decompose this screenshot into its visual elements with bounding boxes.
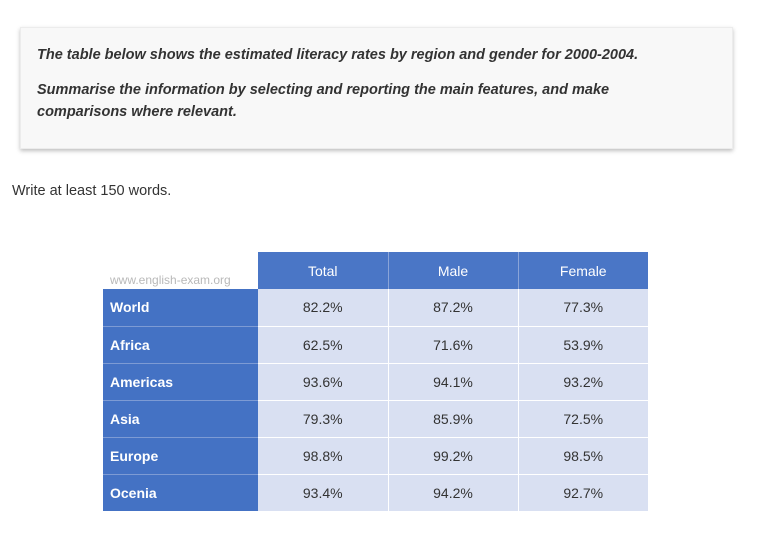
table-row: Ocenia 93.4% 94.2% 92.7%	[103, 474, 648, 511]
region-label: World	[103, 289, 258, 327]
table-row: Europe 98.8% 99.2% 98.5%	[103, 437, 648, 475]
word-count-instruction: Write at least 150 words.	[12, 183, 172, 199]
region-label: Ocenia	[103, 474, 258, 511]
table-cell-total: 62.5%	[258, 326, 389, 364]
table-cell-total: 82.2%	[258, 289, 389, 327]
task-description: The table below shows the estimated lite…	[37, 47, 639, 63]
table-cell-male: 94.2%	[388, 474, 519, 511]
region-label: Americas	[103, 363, 258, 401]
corner-cell	[103, 252, 258, 289]
literacy-table: Total Male Female World 82.2% 87.2% 77.3% Af…	[103, 252, 648, 511]
table-cell-total: 98.8%	[258, 437, 389, 475]
table-row: World 82.2% 87.2% 77.3%	[103, 289, 648, 327]
watermark: www.english-exam.org	[110, 273, 231, 287]
table-cell-female: 93.2%	[518, 363, 648, 401]
table-cell-female: 92.7%	[518, 474, 648, 511]
table-cell-male: 85.9%	[388, 400, 519, 438]
table-cell-female: 98.5%	[518, 437, 648, 475]
table-cell-total: 93.4%	[258, 474, 389, 511]
table-cell-female: 77.3%	[518, 289, 648, 327]
table-cell-male: 94.1%	[388, 363, 519, 401]
table-header-row: Total Male Female	[103, 252, 648, 289]
literacy-table-container: Total Male Female World 82.2% 87.2% 77.3% Af…	[103, 252, 648, 511]
table-cell-female: 53.9%	[518, 326, 648, 364]
table-cell-male: 99.2%	[388, 437, 519, 475]
region-label: Europe	[103, 437, 258, 475]
task-box: The table below shows the estimated lite…	[20, 27, 733, 149]
table-row: Africa 62.5% 71.6% 53.9%	[103, 326, 648, 364]
table-cell-female: 72.5%	[518, 400, 648, 438]
region-label: Asia	[103, 400, 258, 438]
table-cell-male: 87.2%	[388, 289, 519, 327]
table-cell-total: 79.3%	[258, 400, 389, 438]
table-row: Asia 79.3% 85.9% 72.5%	[103, 400, 648, 438]
task-instructions: Summarise the information by selecting a…	[37, 82, 610, 120]
column-header-male: Male	[388, 252, 519, 289]
column-header-total: Total	[258, 252, 389, 289]
table-cell-total: 93.6%	[258, 363, 389, 401]
column-header-female: Female	[518, 252, 648, 289]
table-cell-male: 71.6%	[388, 326, 519, 364]
region-label: Africa	[103, 326, 258, 364]
table-row: Americas 93.6% 94.1% 93.2%	[103, 363, 648, 401]
